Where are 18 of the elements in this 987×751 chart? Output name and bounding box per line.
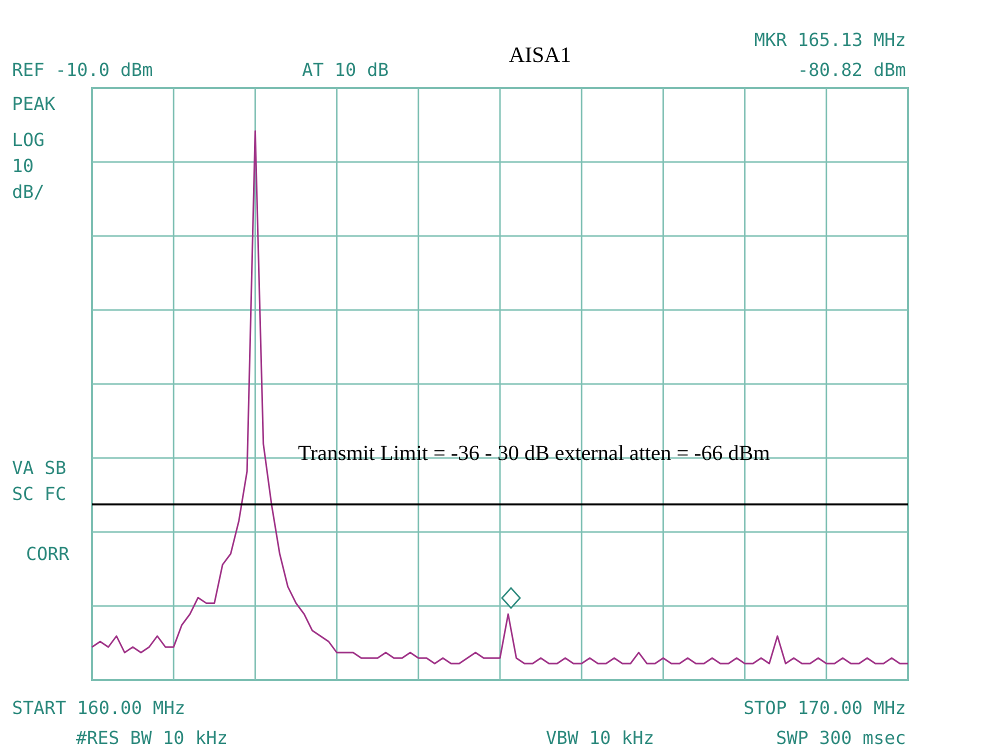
text: PEAK: [12, 94, 56, 115]
text: SWP 300 msec: [776, 728, 906, 749]
text: START 160.00 MHz: [12, 698, 186, 719]
text: CORR: [26, 544, 70, 565]
text: REF -10.0 dBm: [12, 60, 153, 81]
text: STOP 170.00 MHz: [743, 698, 906, 719]
text: LOG: [12, 130, 45, 151]
text: SC FC: [12, 484, 66, 505]
text: 10: [12, 156, 34, 177]
text: #RES BW 10 kHz: [76, 728, 228, 749]
text: VA SB: [12, 458, 66, 479]
text: dB/: [12, 182, 45, 203]
annotation: Transmit Limit = -36 - 30 dB external atten = -66 dBm: [298, 441, 770, 465]
chart-title: AISA1: [508, 42, 572, 67]
text: AT 10 dB: [302, 60, 389, 81]
text: VBW 10 kHz: [546, 728, 654, 749]
text: MKR 165.13 MHz: [754, 30, 906, 51]
text: -80.82 dBm: [798, 60, 906, 81]
